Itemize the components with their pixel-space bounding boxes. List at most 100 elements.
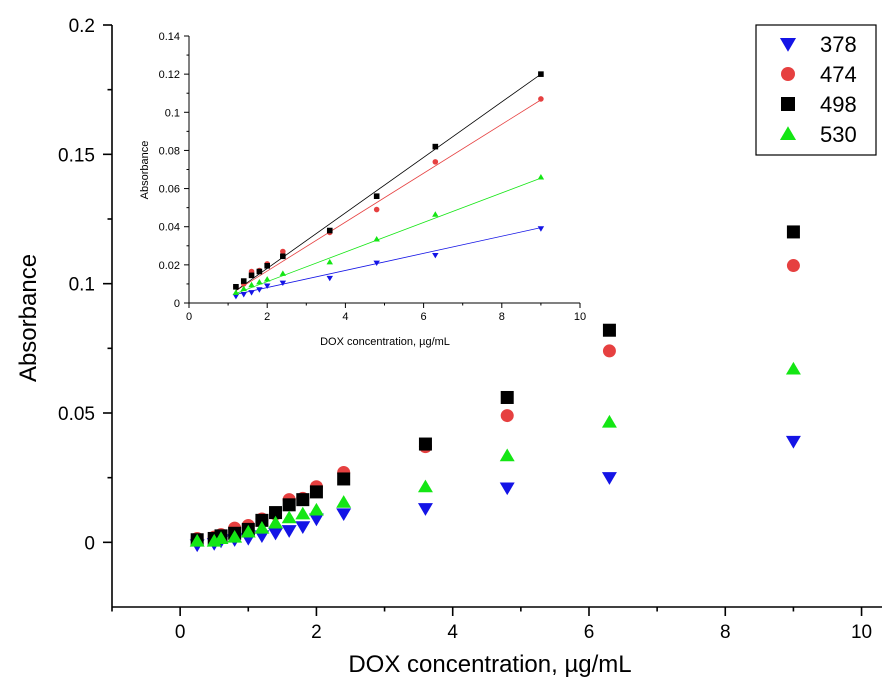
- inset-point-378: [326, 275, 333, 282]
- inset-x-tick-label: 8: [499, 311, 505, 323]
- inset-x-axis-title: DOX concentration, µg/mL: [320, 336, 450, 348]
- main-point-378: [417, 503, 433, 516]
- main-x-tick-label: 10: [851, 622, 872, 643]
- inset-point-378: [263, 283, 271, 289]
- main-point-498: [418, 437, 432, 451]
- inset-x-tick-label: 0: [186, 311, 192, 323]
- main-point-530: [336, 495, 352, 508]
- main-x-tick-label: 6: [584, 622, 595, 643]
- inset-point-530: [240, 285, 247, 292]
- main-point-498: [500, 390, 514, 404]
- inset-point-498: [240, 278, 247, 284]
- main-point-378: [499, 482, 515, 496]
- main-point-378: [281, 525, 297, 538]
- inset-y-tick-label: 0: [174, 298, 180, 310]
- inset-y-tick-label: 0.14: [159, 31, 180, 43]
- inset-point-530: [256, 278, 263, 285]
- main-y-tick-label: 0.15: [58, 145, 95, 166]
- inset-point-378: [373, 260, 380, 267]
- inset-y-axis-title: Absorbance: [139, 141, 151, 200]
- inset-y-tick-label: 0.12: [159, 69, 180, 81]
- inset-point-498: [538, 71, 544, 77]
- main-axis-ticks: 0 2 4 6 8 10 0 0.05 0.1 0.15 0.2: [58, 16, 882, 643]
- main-y-tick-label: 0.2: [69, 16, 95, 37]
- inset-y-tick-label: 0.06: [159, 184, 180, 196]
- inset-y-tick-label: 0.08: [159, 145, 180, 157]
- main-y-axis-title: Absorbance: [15, 254, 42, 382]
- main-point-530: [295, 506, 311, 520]
- legend-marker-474: [781, 67, 795, 81]
- main-point-530: [601, 414, 617, 428]
- main-point-530: [499, 448, 515, 462]
- inset-point-498: [248, 272, 255, 279]
- main-x-tick-label: 0: [175, 622, 186, 643]
- main-point-498: [296, 493, 310, 507]
- main-point-530: [227, 530, 243, 543]
- inset-fit-line-498: [235, 73, 542, 291]
- legend-box: [755, 24, 877, 156]
- main-point-474: [500, 409, 514, 423]
- legend-label-530: 530: [820, 122, 857, 147]
- inset-point-498: [233, 283, 239, 290]
- main-x-tick-label: 2: [311, 622, 322, 643]
- main-point-530: [254, 520, 270, 534]
- inset-y-tick-label: 0.02: [159, 260, 180, 272]
- inset-point-378: [256, 287, 263, 293]
- inset-point-378: [240, 292, 247, 298]
- legend-marker-530: [779, 126, 797, 140]
- main-plot: 0 2 4 6 8 10 0 0.05 0.1 0.15 0.2 DOX concentration…: [15, 16, 882, 678]
- main-x-axis-title: DOX concentration, µg/mL: [348, 651, 631, 678]
- main-point-530: [240, 524, 256, 538]
- main-point-378: [785, 435, 801, 449]
- main-point-378: [336, 508, 352, 522]
- main-y-tick-label: 0.1: [69, 275, 95, 296]
- main-point-530: [417, 479, 433, 493]
- inset-point-530: [373, 236, 380, 242]
- main-point-378: [268, 527, 284, 541]
- main-point-530: [268, 515, 284, 529]
- inset-point-530: [263, 276, 271, 282]
- main-point-474: [786, 259, 800, 273]
- main-y-tick-label: 0: [84, 533, 95, 554]
- inset-data-points: [232, 71, 545, 300]
- inset-point-378: [248, 290, 255, 296]
- inset-point-378: [232, 293, 240, 300]
- main-point-530: [189, 533, 205, 547]
- inset-fit-line-474: [235, 99, 542, 291]
- main-point-530: [213, 531, 229, 544]
- main-point-498: [309, 485, 323, 499]
- inset-point-498: [326, 227, 333, 234]
- inset-point-530: [279, 270, 287, 276]
- main-point-378: [295, 521, 311, 534]
- main-point-498: [602, 323, 616, 337]
- main-point-530: [281, 510, 297, 524]
- legend-label-498: 498: [820, 92, 857, 117]
- legend-label-378: 378: [820, 32, 857, 57]
- inset-point-378: [537, 226, 545, 232]
- main-data-points: [189, 225, 801, 553]
- legend: 378 474 498 530: [755, 24, 877, 156]
- inset-x-tick-label: 6: [421, 311, 427, 323]
- inset-point-378: [432, 252, 439, 259]
- inset-point-530: [232, 289, 240, 295]
- legend-marker-498: [781, 97, 795, 111]
- inset-fit-line-378: [235, 227, 541, 295]
- inset-point-378: [279, 280, 287, 287]
- inset-x-tick-label: 2: [264, 311, 270, 323]
- inset-point-498: [256, 268, 263, 275]
- inset-point-530: [326, 258, 333, 265]
- inset-y-tick-label: 0.1: [165, 107, 180, 119]
- main-point-498: [786, 225, 800, 239]
- inset-plot-background: [189, 36, 580, 303]
- main-point-474: [602, 344, 616, 358]
- inset-point-530: [537, 174, 545, 180]
- inset-axis-ticks: 0 2 4 6 8 10 0 0.02 0.04 0.06 0.08 0.1 0.12 0.14: [159, 31, 587, 323]
- inset-point-474: [432, 159, 439, 165]
- inset-point-530: [432, 211, 439, 217]
- inset-fit-line-530: [235, 177, 542, 294]
- main-point-378: [601, 472, 617, 485]
- inset-point-498: [264, 263, 270, 269]
- main-x-tick-label: 4: [447, 622, 458, 643]
- legend-label-474: 474: [820, 62, 857, 87]
